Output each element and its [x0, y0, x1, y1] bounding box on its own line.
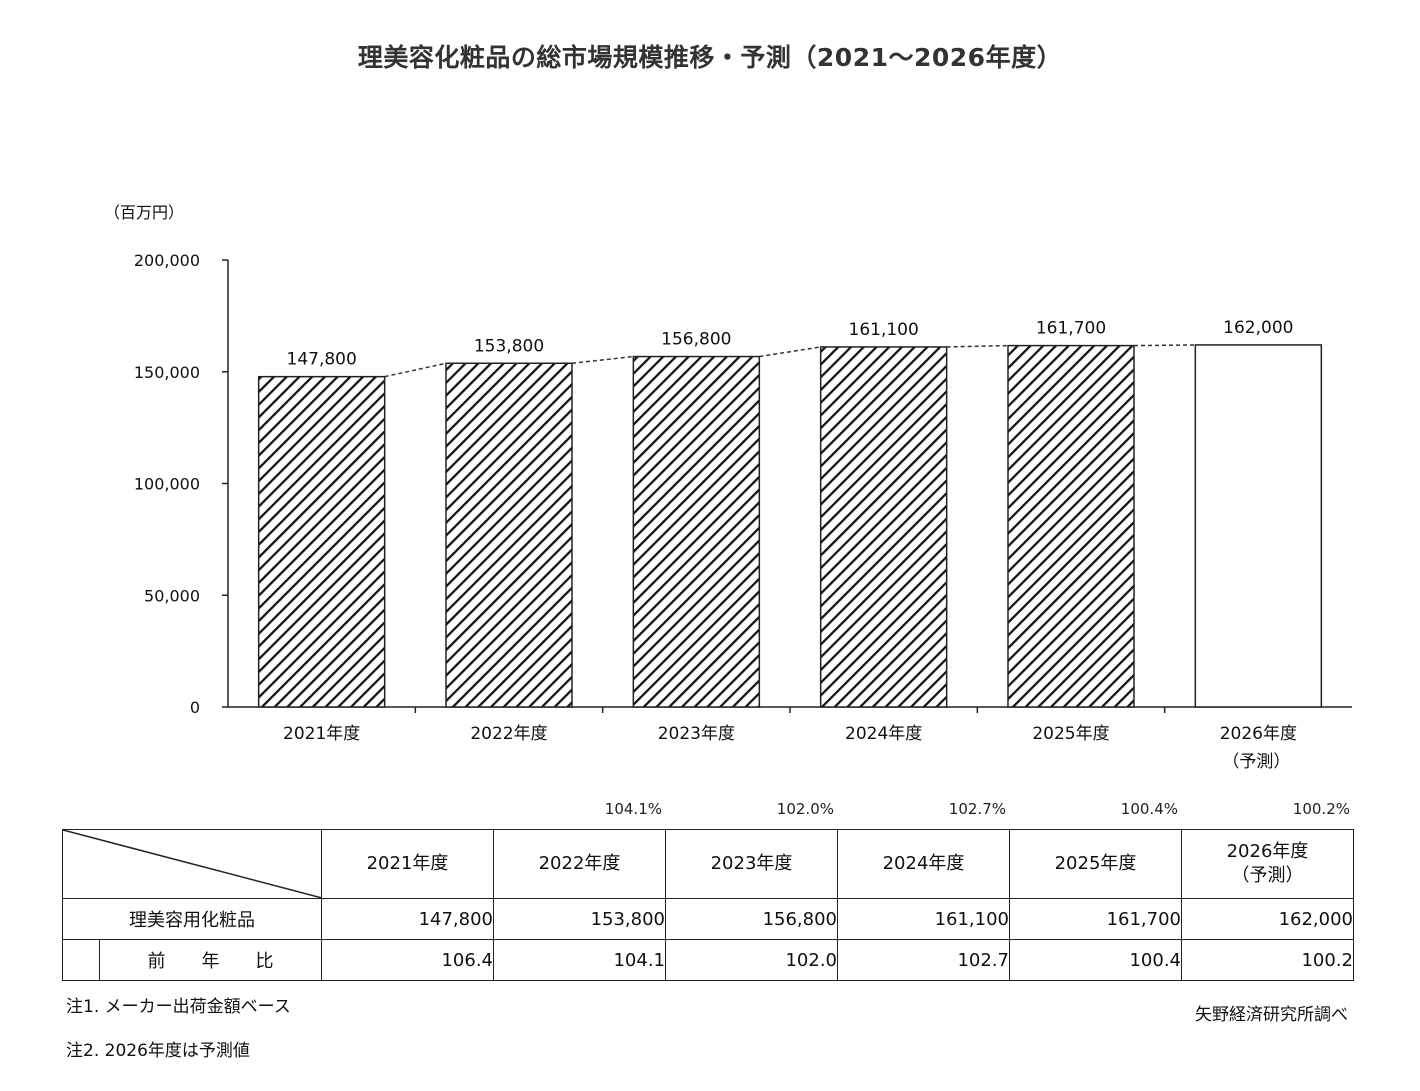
table-cell: 156,800 [665, 898, 838, 940]
table-cell: 161,100 [837, 898, 1010, 940]
x-tick-label: 2025年度 [1032, 724, 1109, 744]
connector-line [384, 362, 447, 378]
x-tick-label: 2026年度 [1220, 724, 1297, 744]
note-1: 注1. メーカー出荷金額ベース [66, 997, 291, 1017]
bar [257, 375, 386, 708]
growth-rate-label: 102.0% [776, 800, 834, 818]
y-tick-label: 200,000 [134, 251, 200, 270]
table-cell: 104.1 [493, 939, 666, 981]
table-header-row: 2021年度 2022年度 2023年度 2024年度 2025年度 2026年… [62, 829, 1354, 899]
chart-title: 理美容化粧品の総市場規模推移・予測（2021〜2026年度） [357, 43, 1063, 72]
table-indent-cell [62, 939, 100, 981]
table-header-cell: 2025年度 [1009, 829, 1182, 899]
table-cell: 161,700 [1009, 898, 1182, 940]
data-table: 2021年度 2022年度 2023年度 2024年度 2025年度 2026年… [62, 829, 1354, 981]
bar-value-label: 147,800 [287, 350, 357, 370]
bar-value-label: 156,800 [661, 330, 731, 350]
y-axis-unit: （百万円） [104, 203, 184, 222]
x-tick-sublabel: （予測） [1222, 752, 1290, 772]
table-cell: 147,800 [321, 898, 494, 940]
table-header-cell: 2022年度 [493, 829, 666, 899]
y-tick-label: 0 [190, 698, 200, 717]
table-header-cell: 2021年度 [321, 829, 494, 899]
growth-rate-label: 100.4% [1120, 800, 1178, 818]
y-tick-label: 150,000 [134, 363, 200, 382]
table-row-label-yoy: 前 年 比 [99, 939, 322, 981]
table-cell: 102.7 [837, 939, 1010, 981]
bar [819, 346, 948, 708]
bar [632, 355, 761, 708]
x-tick-label: 2023年度 [658, 724, 735, 744]
table-cell: 153,800 [493, 898, 666, 940]
table-corner-cell [62, 829, 322, 899]
x-tick-label: 2021年度 [283, 724, 360, 744]
table-header-year: 2026年度 [1226, 841, 1309, 862]
table-header-cell: 2026年度 （予測） [1181, 829, 1354, 899]
bar-chart: （百万円） 0 50,000 100,000 150,000 200,000 147,8… [104, 203, 1352, 772]
table-header-forecast-note: （予測） [1231, 865, 1304, 886]
bar-value-label: 161,700 [1036, 319, 1106, 339]
table-header-cell: 2024年度 [837, 829, 1010, 899]
connector-line [759, 346, 821, 358]
connector-line [946, 344, 1009, 348]
growth-rate-label: 104.1% [604, 800, 662, 818]
x-tick-label: 2024年度 [845, 724, 922, 744]
y-tick-label: 50,000 [144, 586, 200, 605]
bar [1194, 344, 1323, 708]
note-2: 注2. 2026年度は予測値 [66, 1041, 250, 1061]
y-tick-label: 100,000 [134, 475, 200, 494]
table-row-yoy: 前 年 比 106.4 104.1 102.0 102.7 100.4 100.… [62, 939, 1354, 981]
bar-value-label: 161,100 [849, 320, 919, 340]
bar [1007, 344, 1135, 708]
source-credit: 矢野経済研究所調べ [1195, 1005, 1348, 1025]
x-tick-label: 2022年度 [470, 724, 547, 744]
table-cell: 102.0 [665, 939, 838, 981]
table-cell: 100.2 [1181, 939, 1354, 981]
table-cell: 162,000 [1181, 898, 1354, 940]
bar-value-label: 153,800 [474, 336, 544, 356]
connector-line [1133, 344, 1196, 347]
table-cell: 106.4 [321, 939, 494, 981]
growth-rate-label: 100.2% [1292, 800, 1350, 818]
connector-line [571, 355, 634, 365]
growth-rate-label: 102.7% [948, 800, 1006, 818]
table-row-label: 理美容用化粧品 [62, 898, 322, 940]
table-cell: 100.4 [1009, 939, 1182, 981]
bar-value-label: 162,000 [1223, 318, 1293, 338]
table-row-market: 理美容用化粧品 147,800 153,800 156,800 161,100 … [62, 898, 1354, 940]
bar [445, 362, 573, 708]
table-header-cell: 2023年度 [665, 829, 838, 899]
